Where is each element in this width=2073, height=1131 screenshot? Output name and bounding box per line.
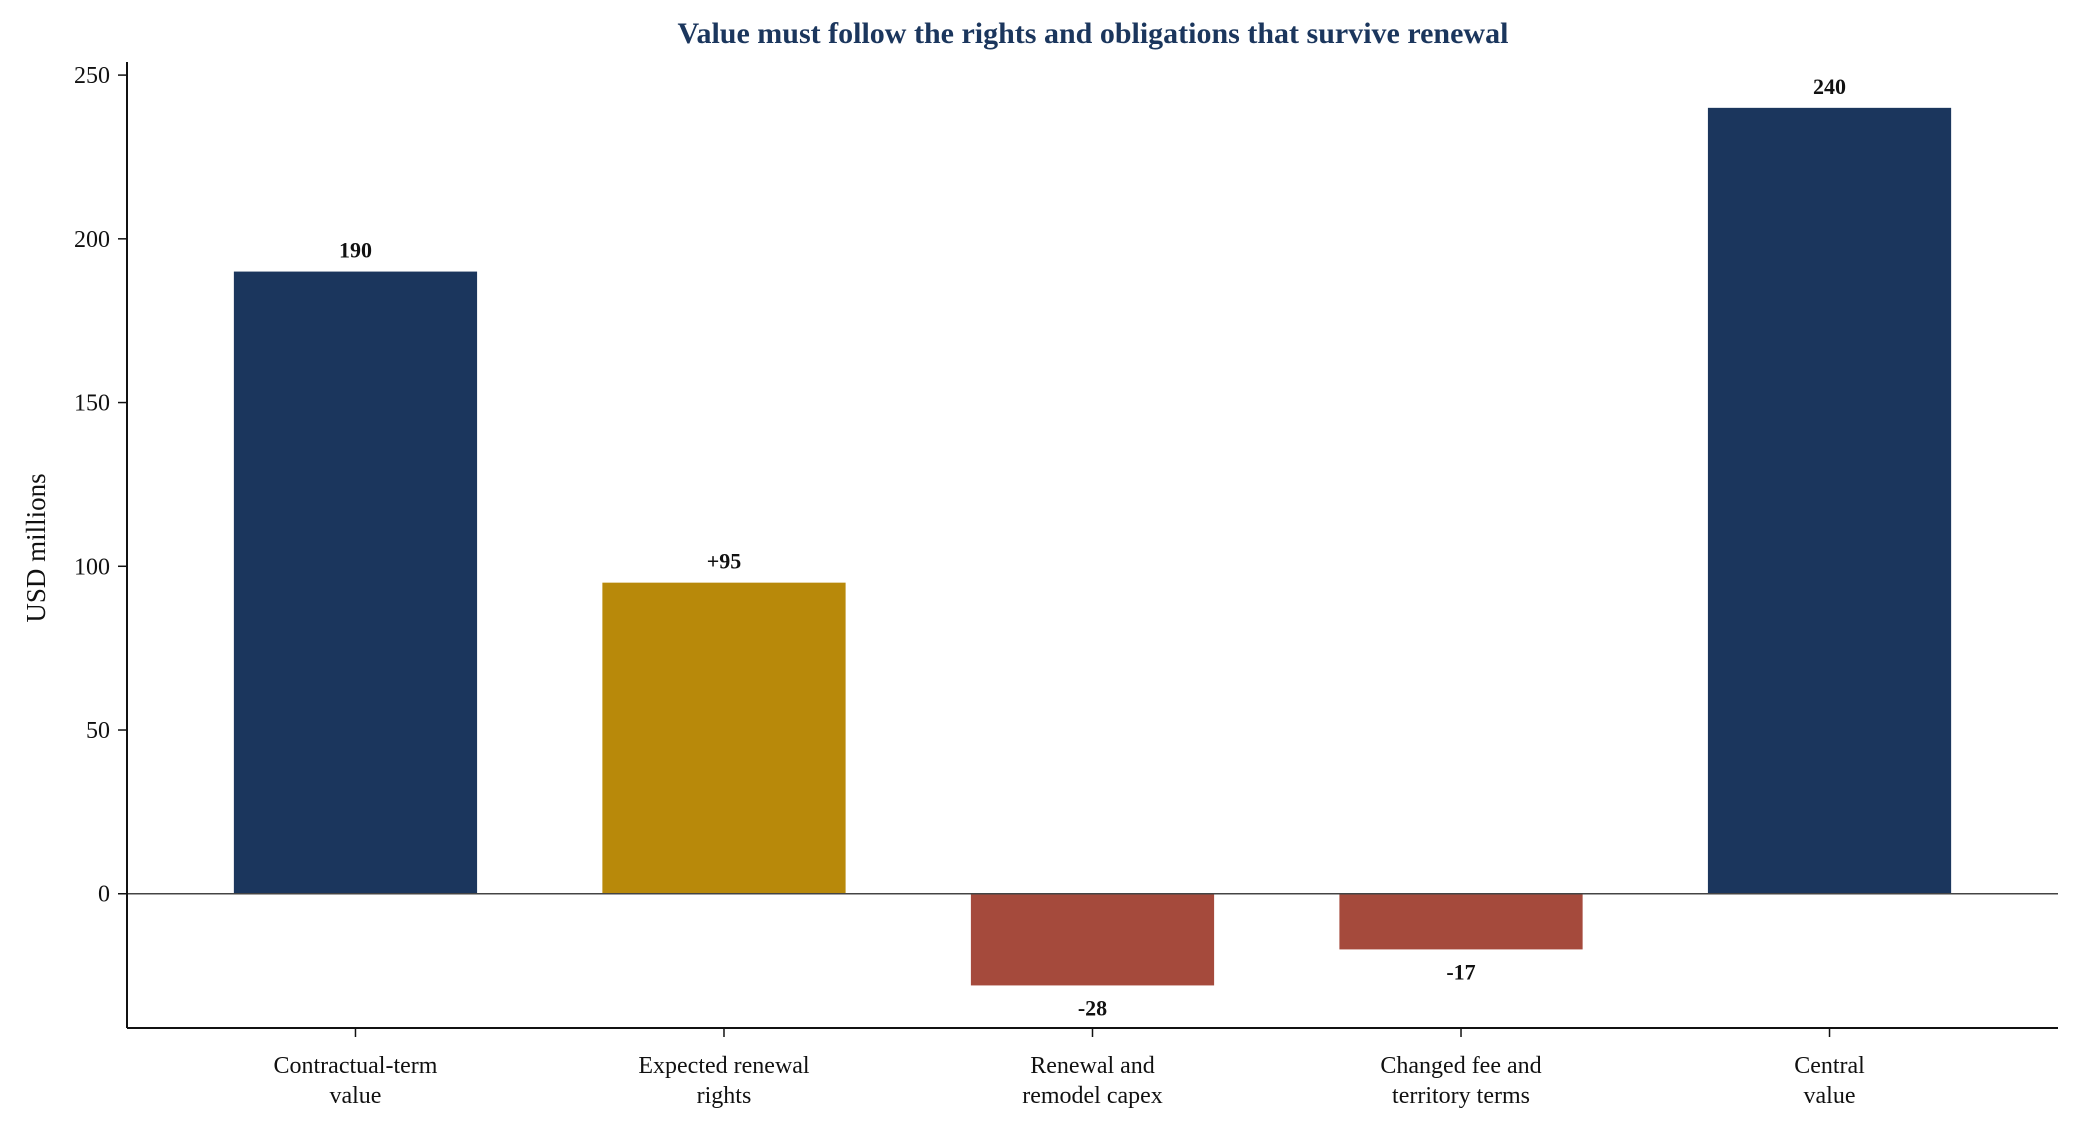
- x-tick-label-2: Expected renewal rights: [638, 1053, 810, 1109]
- bar-5: [1707, 107, 1952, 894]
- data-labels-layer: 190 +95 -28 -17 240: [339, 74, 1846, 1021]
- chart-title: Value must follow the rights and obligat…: [678, 17, 1509, 50]
- y-tick-label-1: 0: [98, 882, 110, 908]
- y-tick-label-3: 100: [74, 554, 110, 580]
- y-tick-label-5: 200: [74, 227, 110, 253]
- y-tick-label-2: 50: [86, 718, 110, 744]
- data-label-1: 190: [339, 238, 372, 263]
- x-tick-label-3: Renewal and remodel capex: [1022, 1053, 1163, 1109]
- x-tick-label-4: Changed fee and territory terms: [1380, 1053, 1541, 1109]
- data-label-3: -28: [1078, 995, 1107, 1020]
- bar-1: [233, 271, 478, 894]
- bar-2: [602, 582, 846, 894]
- x-tick-label-5: Central value: [1794, 1053, 1865, 1109]
- x-tick-label-1: Contractual-term value: [274, 1053, 438, 1109]
- bars-layer: [233, 107, 1952, 986]
- bar-4: [1339, 893, 1583, 950]
- data-label-5: 240: [1813, 74, 1846, 99]
- y-tick-label-4: 150: [74, 391, 110, 417]
- y-tick-label-6: 250: [74, 63, 110, 89]
- data-label-4: -17: [1446, 959, 1475, 984]
- data-label-2: +95: [707, 549, 742, 574]
- axes-layer: Contractual-term value Expected renewal rig…: [74, 62, 2058, 1109]
- bar-3: [970, 893, 1215, 986]
- y-axis-label: USD millions: [21, 473, 51, 622]
